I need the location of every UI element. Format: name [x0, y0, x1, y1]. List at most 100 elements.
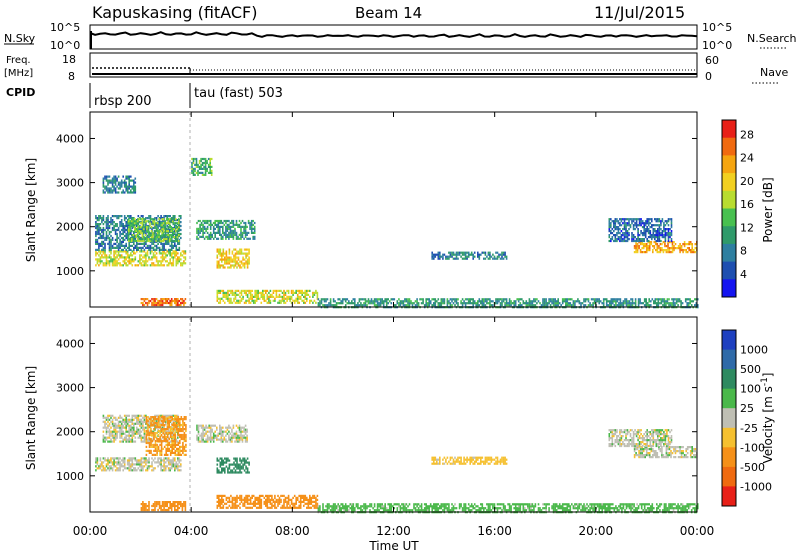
power-region-3	[196, 219, 256, 240]
power-cbar-tick-2: 12	[740, 221, 754, 234]
nave-tick-high: 60	[705, 54, 719, 67]
velocity-ytick-3: 4000	[56, 337, 84, 350]
nave-tick-low: 0	[705, 70, 712, 83]
nave-label: Nave	[760, 66, 788, 79]
velocity-cbar-swatch-6	[722, 447, 736, 468]
x-tick-2: 08:00	[275, 524, 310, 538]
x-tick-0: 00:00	[73, 524, 108, 538]
power-region-0	[95, 250, 187, 267]
power-region-4	[216, 248, 250, 269]
power-cbar-tick-6: 28	[740, 128, 754, 141]
freq-strip: Freq. [MHz] 18 8 60 0 Nave	[4, 52, 788, 84]
x-tick-5: 20:00	[579, 524, 614, 538]
velocity-cbar-tick-4: -25	[740, 422, 758, 435]
velocity-cbar-tick-6: -500	[740, 461, 765, 474]
velocity-cbar-swatch-5	[722, 427, 736, 448]
power-cbar-swatch-1	[722, 137, 736, 156]
velocity-region-5	[140, 501, 187, 512]
velocity-cbar-swatch-1	[722, 349, 736, 370]
velocity-region-3	[196, 424, 248, 443]
cpid-label: CPID	[6, 86, 35, 99]
x-tick-1: 04:00	[174, 524, 209, 538]
power-cbar-swatch-5	[722, 208, 736, 227]
power-cbar-tick-5: 24	[740, 152, 754, 165]
nsky-line	[89, 31, 698, 38]
nsearch-label: N.Search	[747, 32, 797, 45]
freq-unit: [MHz]	[4, 68, 33, 79]
power-ylabel: Slant Range [km]	[24, 158, 38, 262]
power-cbar-tick-3: 16	[740, 198, 754, 211]
power-region-5	[140, 298, 187, 307]
power-cbar-swatch-7	[722, 243, 736, 263]
power-ytick-3: 4000	[56, 132, 84, 145]
velocity-cbar-swatch-0	[722, 330, 736, 351]
velocity-ytick-1: 2000	[56, 426, 84, 439]
velocity-cbar-tick-3: 25	[740, 402, 754, 415]
velocity-y-axis: 1000 2000 3000 4000	[56, 337, 697, 483]
power-region-2	[127, 218, 180, 243]
power-cbar-swatch-6	[722, 226, 736, 245]
power-panel: 1000 2000 3000 4000 Slant Range [km]	[24, 111, 699, 309]
x-tick-6: 00:00	[680, 524, 715, 538]
power-region-9	[431, 251, 508, 260]
velocity-ylabel: Slant Range [km]	[24, 366, 38, 470]
velocity-cbar-tick-1: 500	[740, 363, 761, 376]
velocity-cbar-tick-2: 100	[740, 383, 761, 396]
velocity-ytick-0: 1000	[56, 470, 84, 483]
freq-tick-high: 18	[62, 53, 76, 66]
power-cbar-label: Power [dB]	[761, 177, 775, 242]
nsky-tick-low: 10^0	[50, 39, 80, 52]
velocity-region-10	[431, 456, 508, 465]
power-region-10	[633, 241, 698, 254]
power-ytick-0: 1000	[56, 265, 84, 278]
velocity-cbar-swatch-7	[722, 466, 736, 487]
date-title: 11/Jul/2015	[594, 3, 685, 22]
cpid-mode-1: rbsp 200	[94, 94, 152, 109]
power-ytick-2: 3000	[56, 177, 84, 190]
x-axis-title: Time UT	[368, 539, 419, 553]
power-region-6	[216, 289, 319, 304]
station-title: Kapuskasing (fitACF)	[92, 3, 257, 22]
power-region-8	[191, 157, 213, 176]
x-axis: 00:00 04:00 08:00 12:00 16:00 20:00 00:00	[73, 112, 715, 538]
power-cbar-swatch-2	[722, 155, 736, 174]
nsky-strip: N.Sky 10^5 10^0 10^5 10^0 N.Search	[4, 21, 797, 52]
velocity-cbar-swatch-4	[722, 408, 736, 429]
velocity-cbar-swatch-3	[722, 388, 736, 409]
power-region-11	[608, 218, 673, 243]
power-cbar-swatch-8	[722, 261, 736, 280]
nsearch-tick-high: 10^5	[702, 21, 732, 34]
velocity-cbar-tick-0: 1000	[740, 344, 768, 357]
power-cbar-swatch-4	[722, 190, 736, 209]
cpid-mode-2: tau (fast) 503	[194, 86, 283, 101]
velocity-cbar-label: Velocity [m s-1]	[760, 373, 775, 464]
x-tick-3: 12:00	[376, 524, 411, 538]
power-cbar-tick-4: 20	[740, 175, 754, 188]
velocity-cbar-tick-7: -1000	[740, 480, 772, 493]
power-cbar-swatch-3	[722, 173, 736, 192]
power-y-axis: 1000 2000 3000 4000	[56, 132, 697, 278]
velocity-data	[95, 414, 699, 514]
velocity-region-0	[95, 457, 182, 472]
power-cbar-tick-0: 4	[740, 268, 747, 281]
nsky-tick-high: 10^5	[50, 21, 80, 34]
beam-title: Beam 14	[355, 4, 422, 22]
power-data	[95, 157, 699, 309]
velocity-colorbar: 1000 500 100 25 -25 -100 -500 -1000 Velocity [m…	[721, 329, 775, 507]
velocity-ytick-2: 3000	[56, 382, 84, 395]
x-tick-4: 16:00	[477, 524, 512, 538]
power-cbar-tick-1: 8	[740, 245, 747, 258]
velocity-region-9	[608, 429, 673, 448]
velocity-cbar-swatch-8	[722, 486, 736, 507]
velocity-cbar-swatch-2	[722, 369, 736, 390]
velocity-region-4	[216, 457, 250, 474]
velocity-panel: 1000 2000 3000 4000 Slant Range [km]	[24, 112, 699, 514]
velocity-region-6	[216, 494, 319, 509]
power-colorbar: 4 8 12 16 20 24 28 Power [dB]	[721, 119, 775, 298]
velocity-region-8	[633, 446, 698, 459]
power-region-7	[102, 175, 137, 194]
cpid-row: CPID rbsp 200 tau (fast) 503	[6, 83, 283, 109]
velocity-region-2	[145, 416, 187, 456]
freq-tick-low: 8	[68, 70, 75, 83]
